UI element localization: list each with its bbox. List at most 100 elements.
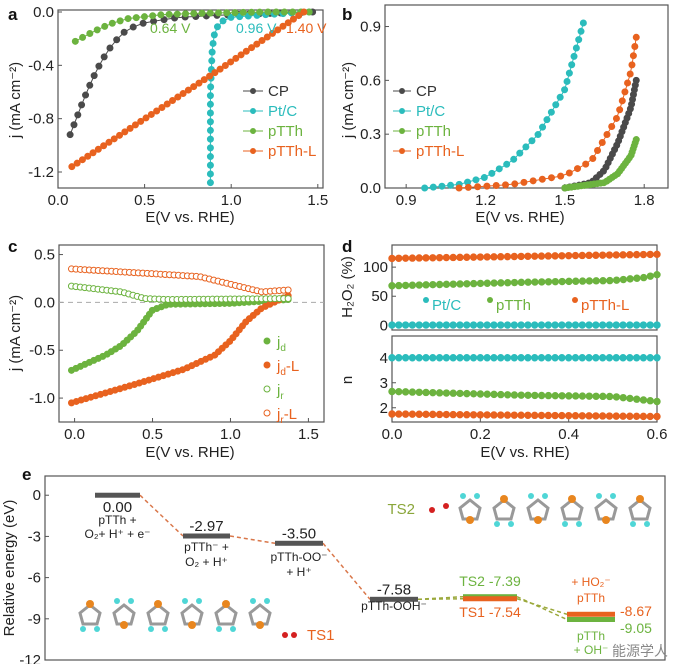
data-point: [538, 278, 546, 286]
level-label: 0.00: [103, 499, 132, 516]
legend-marker: [487, 297, 493, 303]
legend-label: pTTh-L: [581, 297, 629, 314]
data-point: [497, 279, 505, 287]
data-point: [456, 389, 464, 398]
panel-label-c: c: [8, 237, 17, 256]
data-point: [463, 354, 471, 362]
data-point: [408, 388, 417, 396]
data-point: [552, 101, 560, 109]
data-point: [530, 252, 539, 260]
data-point: [429, 280, 437, 289]
x-axis-label: E(V vs. RHE): [145, 209, 234, 226]
data-point: [558, 277, 566, 286]
data-point: [646, 272, 655, 280]
hydrogen-atom: [94, 626, 100, 632]
legend-marker: [399, 148, 405, 154]
data-point: [564, 411, 573, 420]
data-point: [116, 17, 124, 25]
data-point: [206, 144, 214, 152]
data-point: [258, 37, 266, 45]
data-point: [564, 354, 573, 362]
data-point: [490, 354, 498, 362]
data-point: [628, 61, 636, 69]
data-point: [71, 37, 79, 45]
data-point: [206, 72, 214, 80]
data-point: [463, 321, 471, 329]
data-point: [207, 83, 215, 91]
legend-marker: [263, 361, 271, 369]
hydrogen-atom: [128, 598, 134, 604]
data-point: [476, 321, 485, 329]
data-point: [585, 277, 594, 285]
data-point: [422, 388, 430, 397]
data-point: [639, 354, 648, 362]
sulfur-atom: [120, 621, 128, 629]
data-point: [502, 181, 510, 189]
hydrogen-atom: [644, 521, 650, 527]
energy-level: [275, 540, 323, 546]
state-label: + OH⁻: [574, 643, 609, 657]
x-tick-label: 1.2: [475, 192, 496, 209]
data-point: [227, 58, 235, 66]
data-point: [565, 169, 573, 177]
data-point: [522, 143, 530, 151]
series-pTTh-L: [455, 33, 640, 192]
data-point: [653, 397, 661, 406]
data-point: [300, 8, 308, 16]
data-point: [524, 278, 532, 286]
data-point: [531, 278, 539, 286]
data-point: [510, 391, 519, 399]
thiophene-ring: [248, 603, 272, 626]
sulfur-atom: [188, 621, 196, 629]
data-point: [74, 111, 82, 119]
data-point: [195, 79, 203, 87]
data-point: [578, 277, 587, 285]
sulfur-atom: [500, 495, 508, 503]
data-point: [219, 17, 227, 25]
data-point: [544, 252, 552, 260]
data-point: [463, 280, 471, 288]
data-point: [571, 354, 580, 362]
data-point: [517, 354, 525, 362]
y-tick-label: 0.5: [34, 247, 55, 264]
data-point: [449, 389, 457, 397]
data-point: [442, 253, 451, 262]
data-point: [578, 412, 586, 420]
data-point: [592, 277, 600, 285]
series-pTTh-L: [388, 410, 661, 421]
data-point: [408, 410, 417, 418]
sulfur-atom: [568, 495, 576, 503]
path-connector: [417, 598, 464, 601]
data-point: [592, 251, 600, 259]
data-point: [574, 165, 582, 173]
data-point: [558, 252, 566, 260]
data-point: [206, 109, 214, 117]
data-point: [624, 79, 632, 87]
data-point: [206, 153, 214, 161]
data-point: [395, 254, 403, 262]
data-point: [551, 391, 559, 400]
data-point: [524, 321, 532, 329]
y-tick-label: 4: [380, 350, 388, 367]
data-point: [476, 354, 485, 362]
data-point: [612, 393, 621, 401]
data-point: [289, 8, 297, 16]
data-point: [78, 101, 86, 109]
data-point: [463, 411, 471, 419]
data-point: [395, 281, 403, 290]
data-point: [86, 81, 94, 89]
sulfur-atom: [466, 516, 474, 524]
x-tick-label: 1.5: [307, 192, 328, 209]
data-point: [66, 131, 74, 139]
y-tick-label: -3: [28, 528, 41, 545]
legend-label: Pt/C: [432, 297, 461, 314]
data-point: [598, 412, 607, 420]
y-tick-label: 0.0: [33, 4, 54, 21]
data-point: [464, 183, 472, 191]
series-Pt/C: [421, 19, 587, 192]
level-label: -2.97: [189, 518, 223, 535]
data-point: [79, 33, 87, 41]
data-point: [511, 180, 519, 188]
data-point: [529, 177, 537, 185]
sulfur-atom: [86, 600, 94, 608]
